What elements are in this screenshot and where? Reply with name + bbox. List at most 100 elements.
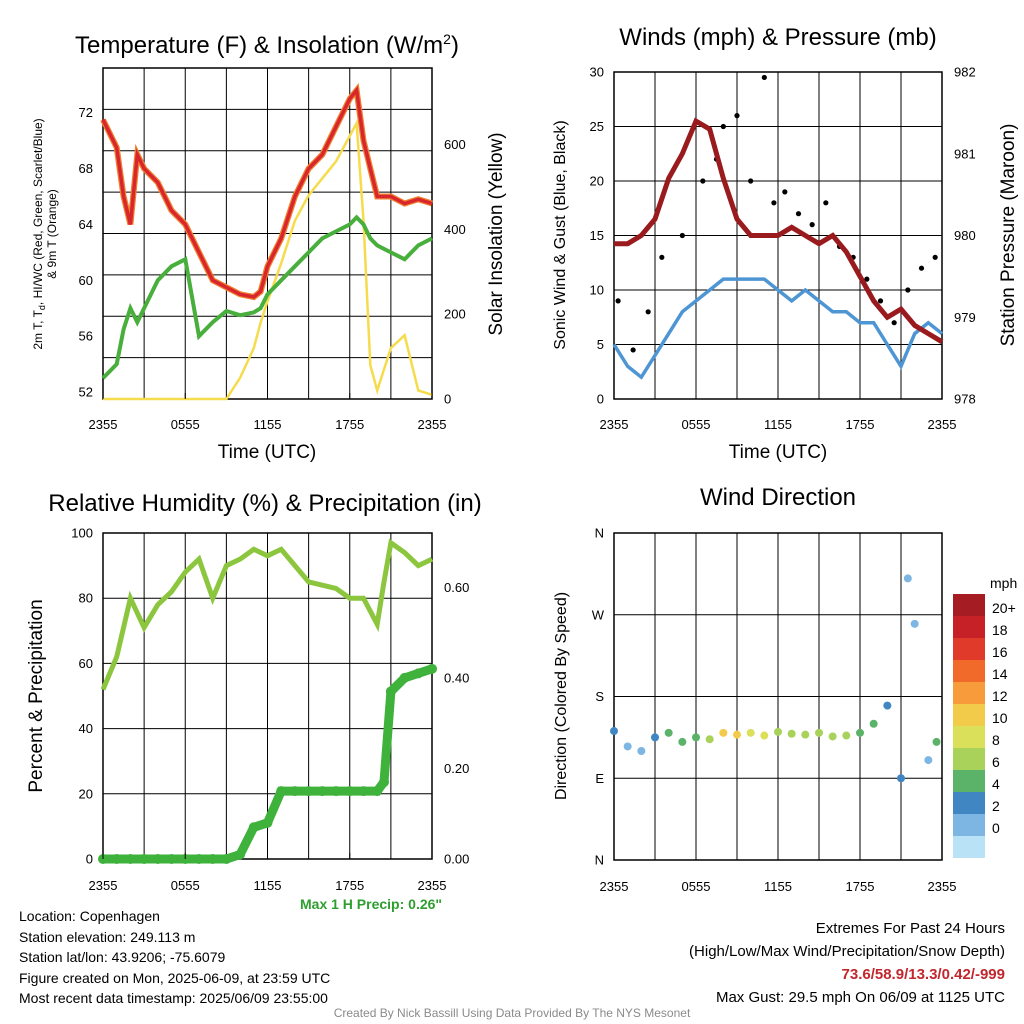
x-tick-label: 0555 [171, 878, 200, 893]
direction-point [856, 728, 864, 737]
precipitation-point [372, 786, 383, 797]
direction-point [924, 756, 933, 765]
direction-point [897, 774, 905, 783]
colorbar-swatch [953, 660, 985, 682]
colorbar-swatch [953, 726, 985, 748]
colorbar-swatch [953, 792, 985, 814]
direction-point [623, 742, 632, 751]
y-tick-label-left: N [595, 853, 604, 868]
elevation-text: Station elevation: 249.113 m [19, 928, 196, 945]
extremes-subtitle: (High/Low/Max Wind/Precipitation/Snow De… [689, 943, 1005, 960]
x-tick-label: 1755 [846, 879, 875, 894]
y-tick-label-right: 978 [954, 392, 976, 407]
recent-data-text: Most recent data timestamp: 2025/06/09 2… [19, 990, 328, 1006]
relative-humidity-line [100, 538, 434, 691]
precipitation-point [289, 786, 300, 797]
winds-left-ticks: 0 5 10 15 20 25 30 [590, 65, 604, 407]
x-tick-label: 2355 [928, 417, 957, 432]
y-tick-label-left: 15 [590, 228, 604, 243]
winds-title: Winds (mph) & Pressure (mb) [619, 24, 936, 51]
temperature-title: Temperature (F) & Insolation (W/m2) [75, 31, 459, 59]
precipitation-point [111, 854, 122, 864]
y-tick-label-left: 10 [590, 283, 604, 298]
colorbar-label: 20+ [992, 600, 1016, 616]
precipitation-point [331, 786, 342, 797]
direction-point [842, 731, 851, 740]
gust-point [864, 276, 870, 282]
winds-panel: Winds (mph) & Pressure (mb) 0 5 10 15 20 25 30… [552, 24, 1019, 463]
x-tick-label: 0555 [682, 879, 711, 894]
y-tick-label-left: W [592, 607, 605, 622]
temperature-grid [103, 68, 432, 399]
precipitation-point [235, 849, 246, 860]
winds-x-ticks: 2355 0555 1155 1755 2355 [600, 393, 957, 432]
direction-point [774, 727, 782, 736]
winds-right-ticks: 978 979 980 981 982 [954, 65, 976, 407]
direction-point [760, 731, 769, 740]
extremes-info: Extremes For Past 24 Hours (High/Low/Max… [689, 917, 1005, 1009]
direction-point [664, 728, 673, 737]
precipitation-point [399, 672, 410, 683]
direction-point [719, 728, 728, 737]
temperature-left-ticks: 52 56 60 64 68 72 [79, 105, 93, 399]
y-tick-label-right: 0 [444, 392, 451, 407]
extremes-values: 73.6/58.9/13.3/0.42/-999 [841, 966, 1005, 983]
y-tick-label-left: 0 [597, 392, 604, 407]
colorbar-label: 0 [992, 820, 1000, 836]
colorbar-swatch [953, 704, 985, 726]
created-text: Figure created on Mon, 2025-06-09, at 23… [19, 969, 331, 986]
direction-point [883, 701, 892, 710]
y-tick-label-right: 0.40 [444, 670, 469, 685]
y-tick-label-right: 0.00 [444, 852, 469, 867]
x-tick-label: 2355 [600, 417, 629, 432]
x-tick-label: 2355 [89, 417, 118, 432]
y-tick-label-left: E [595, 771, 604, 786]
gust-point [720, 123, 726, 130]
y-tick-label-right: 979 [954, 310, 976, 325]
colorbar-label: 12 [992, 688, 1008, 704]
sonic-wind-line [612, 277, 944, 380]
precipitation-point [125, 854, 136, 864]
colorbar-label: 4 [992, 776, 1000, 792]
direction-point [746, 728, 755, 737]
colorbar-label: 10 [992, 710, 1008, 726]
dewpoint-line [101, 214, 433, 380]
direction-point [733, 730, 741, 739]
location-text: Location: Copenhagen [19, 908, 160, 924]
winds-xlabel: Time (UTC) [729, 442, 828, 463]
gust-point [782, 189, 788, 195]
y-tick-label-left: 60 [79, 273, 93, 288]
colorbar-swatch [953, 748, 985, 770]
y-tick-label-left: 52 [79, 385, 93, 400]
colorbar-swatch [953, 682, 985, 704]
direction-point [932, 737, 941, 746]
direction-ylabel-left: Direction (Colored By Speed) [553, 592, 570, 800]
credit-text: Created By Nick Bassill Using Data Provi… [333, 1006, 691, 1020]
y-tick-label-right: 200 [444, 307, 466, 322]
gust-point [891, 320, 897, 326]
temperature-xlabel: Time (UTC) [218, 442, 317, 463]
y-tick-label-left: 64 [79, 217, 93, 232]
x-tick-label: 0555 [682, 417, 711, 432]
direction-series [610, 574, 941, 783]
direction-point [828, 732, 837, 741]
precipitation-point [385, 686, 396, 697]
gust-point [877, 298, 884, 304]
y-tick-label-left: 60 [79, 656, 93, 671]
gust-point [761, 74, 767, 81]
x-tick-label: 0555 [171, 417, 200, 432]
precipitation-point [344, 786, 355, 797]
gust-point [659, 254, 665, 260]
precipitation-point [379, 777, 390, 788]
precipitation-point [221, 854, 232, 864]
x-tick-label: 2355 [89, 878, 118, 893]
gust-point [771, 200, 777, 206]
y-tick-label-left: S [595, 689, 604, 704]
x-tick-label: 1755 [846, 417, 875, 432]
y-tick-label-left: 20 [590, 174, 604, 189]
humidity-title: Relative Humidity (%) & Precipitation (i… [48, 490, 481, 517]
y-tick-label-right: 982 [954, 65, 976, 80]
y-tick-label-left: 25 [590, 119, 604, 134]
colorbar-label: 16 [992, 644, 1008, 660]
y-tick-label-left: 30 [590, 65, 604, 80]
